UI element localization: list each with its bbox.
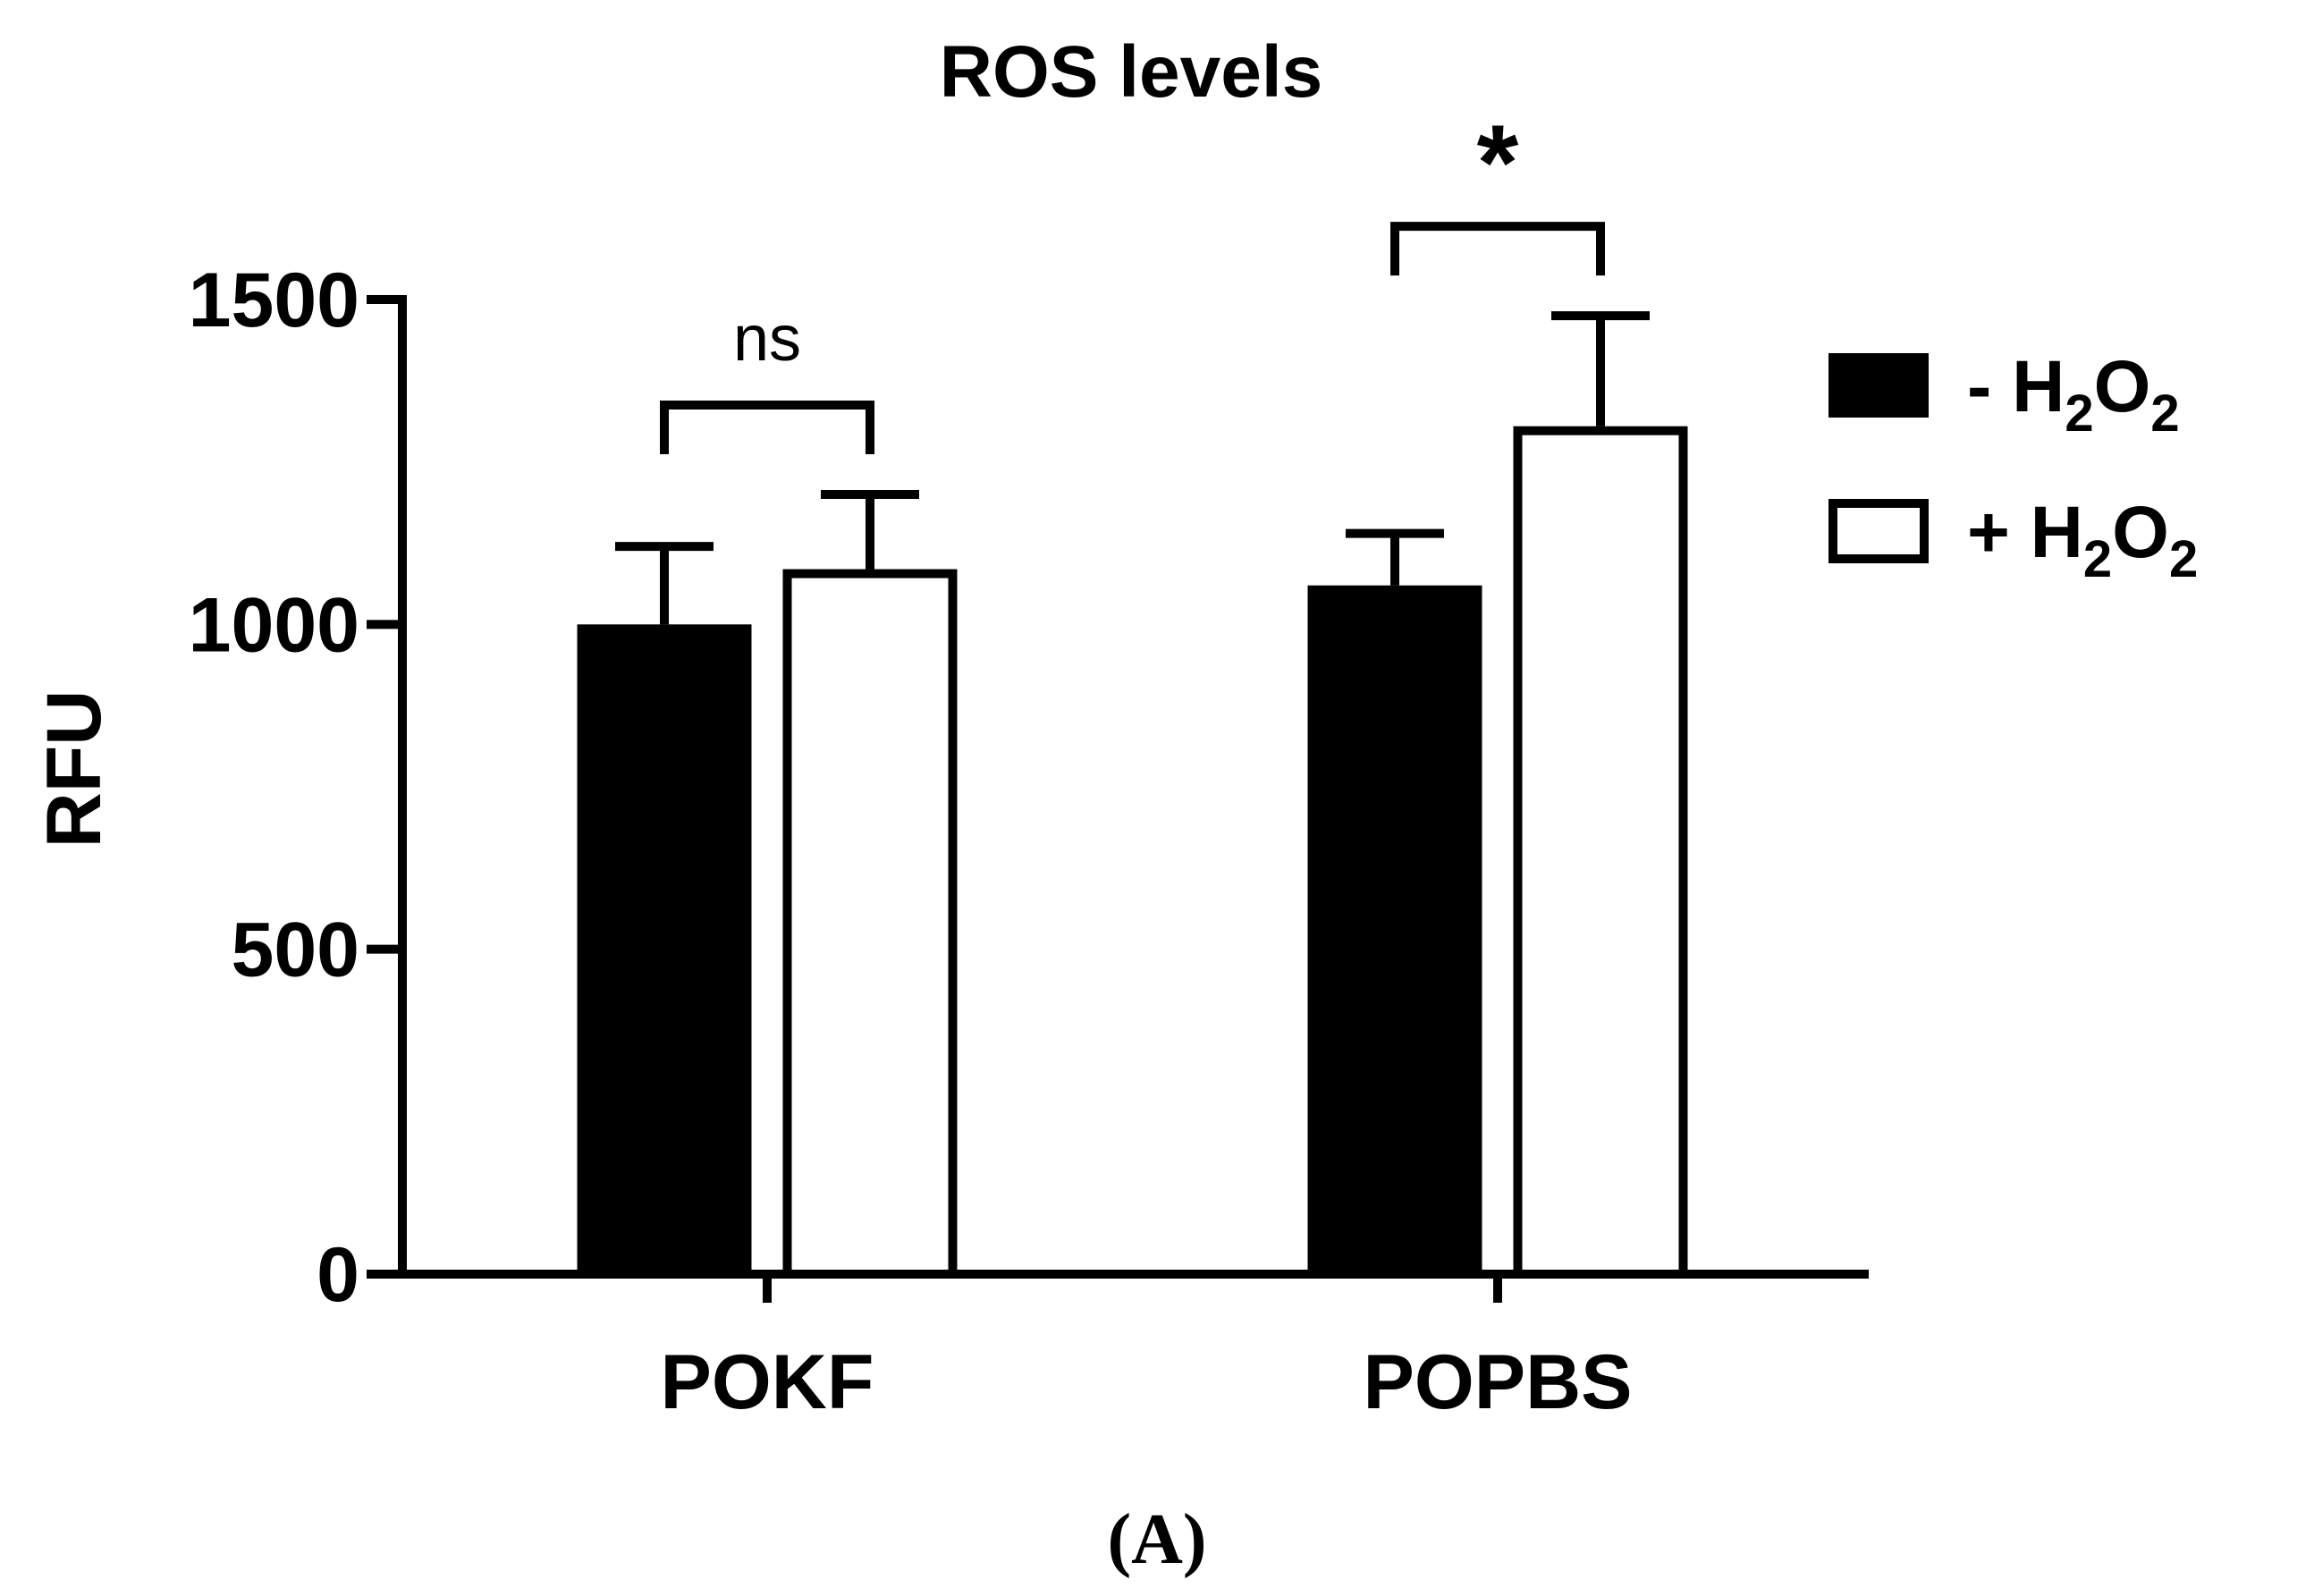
- significance-bracket: [660, 401, 874, 454]
- legend-label-subscript: 2: [2065, 384, 2093, 443]
- legend-label: + H2O2: [1967, 492, 2198, 588]
- y-axis-label: RFU: [31, 690, 117, 849]
- y-tick-label: 0: [317, 1232, 359, 1318]
- legend-label-text: + H: [1967, 492, 2083, 573]
- plot-area: 0 500 1000 1500 POKF POPBS ns *: [189, 103, 1869, 1425]
- y-tick-label: 500: [232, 908, 360, 993]
- chart-title: ROS levels: [940, 31, 1322, 113]
- x-tick-label: POKF: [661, 1339, 874, 1425]
- legend: - H2O2+ H2O2: [1828, 346, 2198, 588]
- bar: [782, 569, 958, 1279]
- legend-label-subscript: 2: [2083, 530, 2112, 588]
- legend-label-text: O: [2094, 346, 2151, 427]
- y-tick-label: 1000: [189, 582, 359, 668]
- legend-label: - H2O2: [1967, 346, 2180, 443]
- legend-label-text: O: [2112, 492, 2169, 573]
- legend-swatch: [1828, 353, 1929, 418]
- significance-label: *: [1477, 103, 1519, 223]
- legend-label-subscript: 2: [2169, 530, 2198, 588]
- y-tick-label: 1500: [189, 258, 359, 343]
- panel-label: (A): [1107, 1500, 1206, 1579]
- significance-label: ns: [733, 303, 801, 375]
- x-tick-label: POPBS: [1363, 1339, 1632, 1425]
- bar: [577, 624, 752, 1274]
- legend-label-subscript: 2: [2150, 384, 2179, 443]
- legend-swatch: [1828, 499, 1929, 563]
- legend-label-text: - H: [1967, 346, 2065, 427]
- bar: [1513, 426, 1688, 1279]
- significance-bracket: [1390, 222, 1605, 276]
- bar: [1307, 585, 1482, 1274]
